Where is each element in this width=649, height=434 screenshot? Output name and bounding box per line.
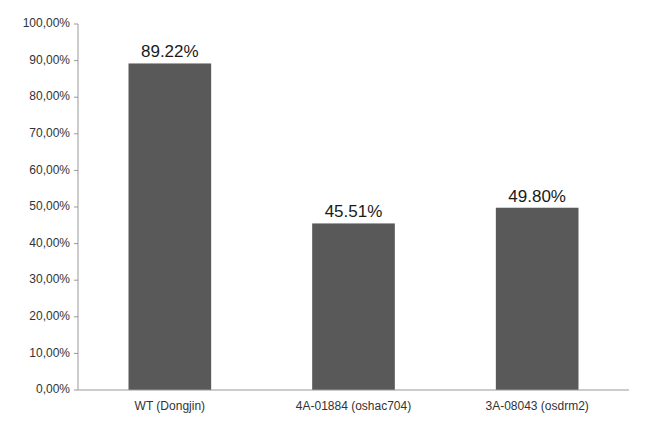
y-tick-label: 50,00%: [29, 199, 70, 213]
data-label: 45.51%: [325, 202, 383, 221]
y-tick-label: 40,00%: [29, 236, 70, 250]
y-tick: [74, 207, 78, 208]
chart-svg: 0,00% 10,00% 20,00% 30,00% 40,00% 50,00% 60,00…: [0, 0, 649, 434]
y-axis-line: [78, 24, 79, 390]
y-tick: [74, 170, 78, 171]
y-tick: [74, 24, 78, 25]
y-tick-label: 30,00%: [29, 272, 70, 286]
chart-container: 0,00% 10,00% 20,00% 30,00% 40,00% 50,00% 60,00…: [0, 0, 649, 434]
y-axis: 0,00% 10,00% 20,00% 30,00% 40,00% 50,00% 60,00…: [23, 16, 78, 396]
y-tick: [74, 60, 78, 61]
y-tick: [74, 353, 78, 354]
data-label: 89.22%: [141, 42, 199, 61]
bar: [129, 63, 212, 390]
y-tick: [74, 97, 78, 98]
y-tick: [74, 390, 78, 391]
y-tick-label: 70,00%: [29, 126, 70, 140]
y-tick-label: 0,00%: [36, 382, 70, 396]
data-labels: 89.22% 45.51% 49.80%: [141, 42, 566, 221]
x-axis-line: [78, 390, 629, 391]
y-tick-label: 60,00%: [29, 163, 70, 177]
bar: [496, 208, 579, 390]
y-tick-label: 100,00%: [23, 16, 71, 30]
y-tick-label: 20,00%: [29, 309, 70, 323]
bar: [312, 223, 395, 390]
bars: [129, 63, 579, 390]
data-label: 49.80%: [508, 187, 566, 206]
y-tick-label: 90,00%: [29, 53, 70, 67]
y-tick: [74, 133, 78, 134]
x-tick-label: WT (Dongjin): [135, 399, 205, 413]
y-tick-label: 80,00%: [29, 89, 70, 103]
y-tick: [74, 280, 78, 281]
y-tick-label: 10,00%: [29, 346, 70, 360]
y-tick: [74, 316, 78, 317]
y-tick: [74, 243, 78, 244]
x-axis: WT (Dongjin) 4A-01884 (oshac704) 3A-08043 …: [135, 399, 589, 413]
x-tick-label: 4A-01884 (oshac704): [296, 399, 411, 413]
x-tick-label: 3A-08043 (osdrm2): [485, 399, 588, 413]
